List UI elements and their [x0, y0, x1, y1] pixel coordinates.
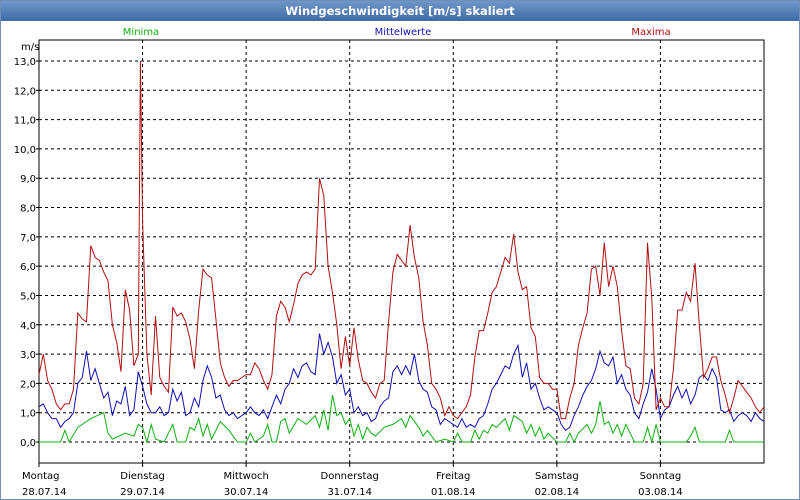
x-tick-label-weekday: Freitag: [436, 471, 470, 482]
x-tick-label-weekday: Sonntag: [640, 471, 682, 482]
y-tick-label: 4,0: [20, 321, 36, 332]
y-tick-label: 2,0: [20, 379, 36, 390]
x-tick-label-date: 01.08.14: [431, 487, 476, 498]
y-tick-label: 7,0: [20, 233, 36, 244]
y-tick-label: 9,0: [20, 174, 36, 185]
series-line-minima: [39, 394, 764, 444]
series-line-maxima: [38, 60, 765, 420]
x-tick-label-weekday: Donnerstag: [321, 471, 379, 482]
legend-entry: Maxima: [631, 27, 670, 38]
y-tick-label: 11,0: [14, 116, 36, 127]
y-tick-label: 1,0: [20, 409, 36, 420]
x-tick-label-weekday: Montag: [22, 471, 59, 482]
legend-entry: Mittelwerte: [375, 27, 432, 38]
y-tick-label: 13,0: [14, 57, 36, 68]
legend-entry: Minima: [123, 27, 159, 38]
window-title: Windgeschwindigkeit [m/s] skaliert: [1, 1, 799, 21]
y-tick-label: 8,0: [20, 204, 36, 215]
x-tick-label-date: 29.07.14: [120, 487, 165, 498]
y-tick-label: 3,0: [20, 350, 36, 361]
y-tick-label: 5,0: [20, 291, 36, 302]
y-tick-label: 0,0: [20, 438, 36, 449]
x-tick-label-date: 31.07.14: [327, 487, 372, 498]
y-tick-label: 6,0: [20, 262, 36, 273]
x-tick-label-weekday: Samstag: [535, 471, 579, 482]
y-tick-label: 10,0: [14, 145, 36, 156]
x-tick-label-weekday: Mittwoch: [223, 471, 268, 482]
x-tick-label-date: 28.07.14: [22, 487, 67, 498]
x-tick-label-date: 30.07.14: [224, 487, 269, 498]
y-axis-unit: m/s: [21, 42, 39, 53]
y-tick-label: 12,0: [14, 86, 36, 97]
series-line-mittelwerte: [38, 333, 765, 431]
x-tick-label-date: 03.08.14: [638, 487, 683, 498]
x-tick-label-date: 02.08.14: [535, 487, 580, 498]
plot-area: [38, 39, 765, 464]
x-tick-label-weekday: Dienstag: [120, 471, 165, 482]
